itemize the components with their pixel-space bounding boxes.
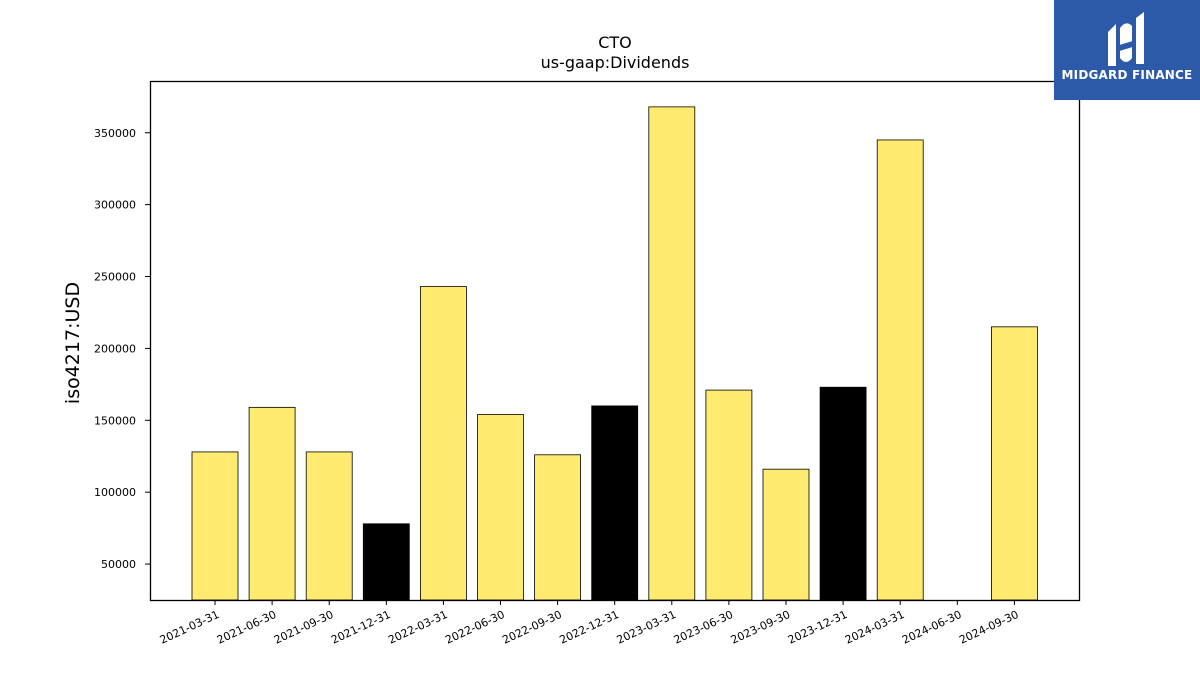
- y-tick-label: 100000: [94, 486, 136, 499]
- bar-2023-06-30: [705, 389, 753, 601]
- bar-2023-03-31: [648, 106, 696, 601]
- x-tick-label: 2024-09-30: [957, 608, 1020, 647]
- plot-frame: [149, 80, 1081, 602]
- bar-2022-12-31: [591, 405, 639, 601]
- y-tick-label: 50000: [101, 558, 136, 571]
- bar-2021-12-31: [362, 523, 410, 601]
- chart-subtitle: us-gaap:Dividends: [541, 53, 690, 72]
- brand-logo: MIDGARD FINANCE: [1054, 0, 1200, 100]
- y-tick-label: 350000: [94, 127, 136, 140]
- y-tick-label: 250000: [94, 271, 136, 284]
- x-tick-label: 2023-03-31: [615, 608, 678, 647]
- x-axis-ticks: 2021-03-312021-06-302021-09-302021-12-31…: [158, 600, 1021, 647]
- x-tick-label: 2022-06-30: [443, 608, 506, 647]
- bar-2022-09-30: [534, 454, 581, 601]
- bars-group: [191, 106, 1038, 601]
- x-tick-label: 2023-09-30: [729, 608, 792, 647]
- bar-2022-03-31: [419, 286, 467, 601]
- bar-2022-06-30: [477, 414, 524, 601]
- logo-text: MIDGARD FINANCE: [1061, 68, 1193, 82]
- x-tick-label: 2021-03-31: [158, 608, 221, 647]
- y-axis-ticks: 50000 100000 150000 200000 250000 300000 35000…: [94, 127, 150, 571]
- y-tick-label: 150000: [94, 414, 136, 427]
- x-tick-label: 2022-12-31: [558, 608, 621, 647]
- x-tick-label: 2024-06-30: [900, 608, 963, 647]
- y-axis-label: iso4217:USD: [62, 282, 84, 404]
- y-tick-label: 300000: [94, 199, 136, 212]
- x-tick-label: 2023-12-31: [786, 608, 849, 647]
- x-tick-label: 2022-09-30: [500, 608, 563, 647]
- x-tick-label: 2021-09-30: [272, 608, 335, 647]
- x-tick-label: 2021-06-30: [215, 608, 278, 647]
- x-tick-label: 2022-03-31: [386, 608, 449, 647]
- chart-title: CTO: [598, 33, 632, 52]
- y-tick-label: 200000: [94, 342, 136, 355]
- bar-2021-03-31: [191, 451, 239, 601]
- bar-2023-12-31: [819, 386, 867, 601]
- bar-2023-09-30: [762, 468, 810, 601]
- midgard-logo-icon: [1108, 12, 1144, 66]
- x-tick-label: 2024-03-31: [843, 608, 906, 647]
- bar-2021-09-30: [305, 451, 353, 601]
- x-tick-label: 2021-12-31: [329, 608, 392, 647]
- bar-2021-06-30: [248, 406, 296, 601]
- bar-2024-09-30: [991, 326, 1038, 601]
- x-tick-label: 2023-06-30: [672, 608, 735, 647]
- bar-2024-03-31: [876, 139, 924, 601]
